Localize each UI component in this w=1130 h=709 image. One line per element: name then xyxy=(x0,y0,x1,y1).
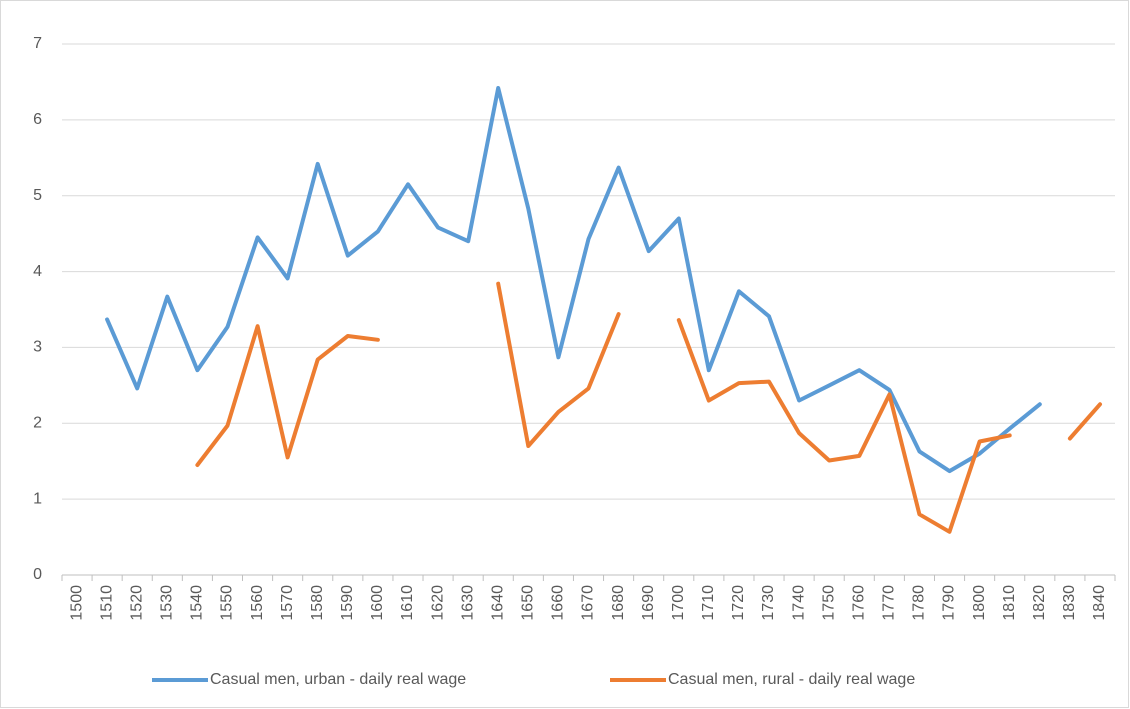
x-tick-label: 1820 xyxy=(1031,585,1048,621)
x-tick-label: 1590 xyxy=(339,585,356,621)
x-tick-label: 1510 xyxy=(98,585,115,621)
x-tick-label: 1760 xyxy=(850,585,867,621)
x-tick-label: 1710 xyxy=(700,585,717,621)
x-tick-label: 1630 xyxy=(459,585,476,621)
x-tick-label: 1690 xyxy=(640,585,657,621)
x-tick-label: 1800 xyxy=(971,585,988,621)
x-tick-label: 1570 xyxy=(279,585,296,621)
x-tick-label: 1620 xyxy=(429,585,446,621)
y-tick-label: 3 xyxy=(33,339,42,356)
x-tick-label: 1770 xyxy=(881,585,898,621)
x-tick-label: 1520 xyxy=(128,585,145,621)
x-tick-label: 1660 xyxy=(550,585,567,621)
x-tick-label: 1680 xyxy=(610,585,627,621)
y-tick-label: 2 xyxy=(33,415,42,432)
x-tick-label: 1560 xyxy=(249,585,266,621)
x-tick-label: 1830 xyxy=(1061,585,1078,621)
x-tick-label: 1790 xyxy=(941,585,958,621)
y-tick-label: 6 xyxy=(33,111,42,128)
x-tick-label: 1670 xyxy=(580,585,597,621)
x-tick-label: 1810 xyxy=(1001,585,1018,621)
legend-label: Casual men, urban - daily real wage xyxy=(210,671,466,688)
y-tick-label: 5 xyxy=(33,187,42,204)
x-tick-label: 1600 xyxy=(369,585,386,621)
series-line xyxy=(195,281,1102,534)
x-tick-label: 1730 xyxy=(760,585,777,621)
x-tick-label: 1500 xyxy=(68,585,85,621)
x-tick-label: 1540 xyxy=(189,585,206,621)
series-line xyxy=(105,86,1042,474)
x-tick-label: 1740 xyxy=(790,585,807,621)
x-tick-label: 1610 xyxy=(399,585,416,621)
legend-label: Casual men, rural - daily real wage xyxy=(668,671,915,688)
x-tick-label: 1580 xyxy=(309,585,326,621)
y-tick-label: 0 xyxy=(33,566,42,583)
x-tick-label: 1720 xyxy=(730,585,747,621)
x-tick-label: 1650 xyxy=(520,585,537,621)
x-tick-label: 1550 xyxy=(219,585,236,621)
x-tick-label: 1530 xyxy=(159,585,176,621)
x-tick-label: 1640 xyxy=(489,585,506,621)
y-tick-label: 4 xyxy=(33,263,42,280)
y-tick-label: 1 xyxy=(33,490,42,507)
x-tick-label: 1780 xyxy=(911,585,928,621)
x-tick-label: 1700 xyxy=(670,585,687,621)
x-tick-label: 1840 xyxy=(1091,585,1108,621)
y-tick-label: 7 xyxy=(33,35,42,52)
x-tick-label: 1750 xyxy=(820,585,837,621)
